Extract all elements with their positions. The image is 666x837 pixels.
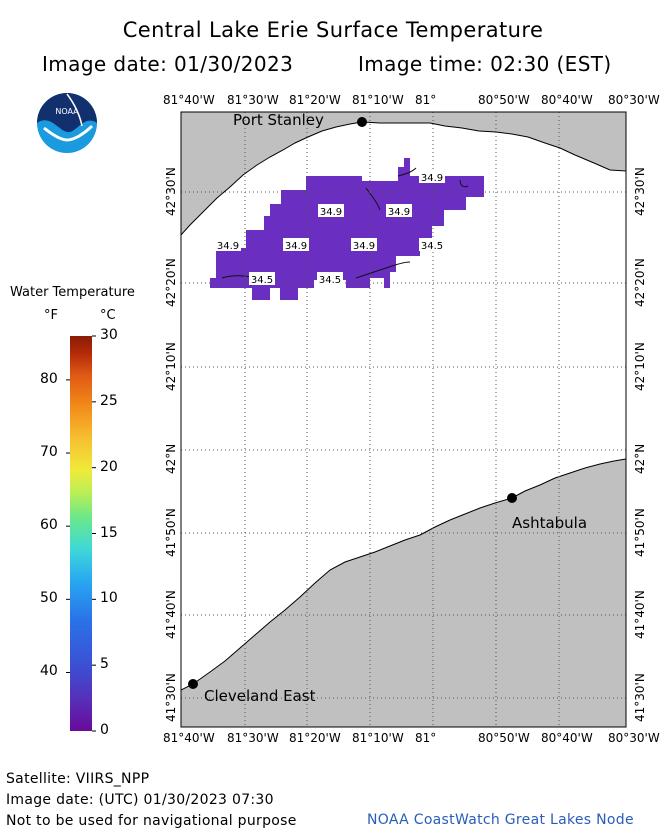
svg-text:34.5: 34.5 [251, 275, 273, 286]
port-stanley-marker [357, 117, 367, 127]
temperature-label: 34.9 [215, 238, 241, 252]
utc-date-info: Image date: (UTC) 01/30/2023 07:30 [6, 792, 274, 808]
bottom-lon-label: 80°30'W [608, 731, 660, 745]
noaa-logo-icon: NOAA [37, 93, 97, 153]
left-lat-label: 41°40'N [164, 590, 178, 639]
top-lon-label: 81°30'W [227, 93, 279, 107]
legend-title: Water Temperature [10, 285, 135, 300]
celsius-tick-label: 25 [100, 392, 118, 409]
fahrenheit-tick-label: 80 [40, 370, 58, 387]
bottom-lon-label: 81°20'W [289, 731, 341, 745]
image-date: Image date: 01/30/2023 [42, 52, 294, 76]
celsius-tick-label: 15 [100, 524, 118, 541]
svg-text:34.9: 34.9 [217, 241, 239, 252]
temperature-label: 34.5 [317, 272, 343, 286]
right-lat-label: 41°50'N [633, 508, 647, 557]
svg-text:34.9: 34.9 [285, 241, 307, 252]
temperature-colorbar [70, 336, 92, 731]
celsius-tick-label: 10 [100, 590, 118, 607]
svg-text:34.9: 34.9 [388, 207, 410, 218]
temperature-label: 34.9 [318, 204, 344, 218]
disclaimer: Not to be used for navigational purpose [6, 813, 297, 829]
top-lon-label: 80°30'W [608, 93, 660, 107]
right-lat-label: 42°10'N [633, 342, 647, 391]
top-lon-label: 80°50'W [478, 93, 530, 107]
city-label-cleveland-east: Cleveland East [204, 687, 316, 705]
credit-link[interactable]: NOAA CoastWatch Great Lakes Node [367, 812, 634, 828]
ashtabula-marker [507, 493, 517, 503]
bottom-lon-label: 81°40'W [163, 731, 215, 745]
left-lat-label: 42°N [164, 443, 178, 474]
temperature-label: 34.9 [419, 170, 445, 184]
temperature-label: 34.9 [386, 204, 412, 218]
temperature-label: 34.5 [249, 272, 275, 286]
svg-text:34.9: 34.9 [421, 173, 443, 184]
map-title: Central Lake Erie Surface Temperature [122, 18, 544, 42]
right-lat-label: 42°30'N [633, 167, 647, 216]
right-lat-label: 42°20'N [633, 258, 647, 307]
svg-text:34.5: 34.5 [319, 275, 341, 286]
unit-celsius: °C [100, 308, 116, 323]
bottom-lon-label: 81°10'W [352, 731, 404, 745]
city-label-port-stanley: Port Stanley [233, 111, 324, 129]
svg-text:34.5: 34.5 [421, 241, 443, 252]
top-lon-label: 81° [415, 93, 437, 107]
fahrenheit-tick-label: 40 [40, 663, 58, 680]
north-shore-land [180, 111, 627, 237]
bottom-lon-label: 80°50'W [478, 731, 530, 745]
temperature-label: 34.5 [419, 238, 445, 252]
temperature-label: 34.9 [351, 238, 377, 252]
svg-text:34.9: 34.9 [320, 207, 342, 218]
temperature-label: 34.9 [283, 238, 309, 252]
bottom-lon-label: 80°40'W [541, 731, 593, 745]
right-lat-label: 41°40'N [633, 590, 647, 639]
fahrenheit-tick-label: 50 [40, 590, 58, 607]
right-lat-label: 41°30'N [633, 673, 647, 722]
top-lon-label: 81°40'W [163, 93, 215, 107]
celsius-tick-label: 30 [100, 327, 118, 343]
south-shore-land [180, 458, 627, 728]
left-lat-label: 42°20'N [164, 258, 178, 307]
svg-text:34.9: 34.9 [353, 241, 375, 252]
left-lat-label: 41°30'N [164, 673, 178, 722]
fahrenheit-tick-label: 60 [40, 517, 58, 534]
celsius-tick-label: 20 [100, 458, 118, 475]
left-lat-label: 42°10'N [164, 342, 178, 391]
top-lon-label: 80°40'W [541, 93, 593, 107]
surface-temperature-patch [210, 158, 484, 300]
cleveland-east-marker [188, 679, 198, 689]
top-lon-label: 81°10'W [352, 93, 404, 107]
logo-text: NOAA [55, 107, 79, 116]
image-time: Image time: 02:30 (EST) [358, 52, 612, 76]
top-lon-label: 81°20'W [289, 93, 341, 107]
left-lat-label: 42°30'N [164, 167, 178, 216]
city-label-ashtabula: Ashtabula [512, 514, 587, 532]
bottom-lon-label: 81° [415, 731, 437, 745]
celsius-tick-label: 5 [100, 656, 109, 673]
celsius-tick-label: 0 [100, 722, 109, 738]
right-lat-label: 42°N [633, 443, 647, 474]
left-lat-label: 41°50'N [164, 508, 178, 557]
unit-fahrenheit: °F [44, 308, 58, 323]
fahrenheit-tick-label: 70 [40, 444, 58, 461]
bottom-lon-label: 81°30'W [227, 731, 279, 745]
satellite-info: Satellite: VIIRS_NPP [6, 771, 150, 787]
